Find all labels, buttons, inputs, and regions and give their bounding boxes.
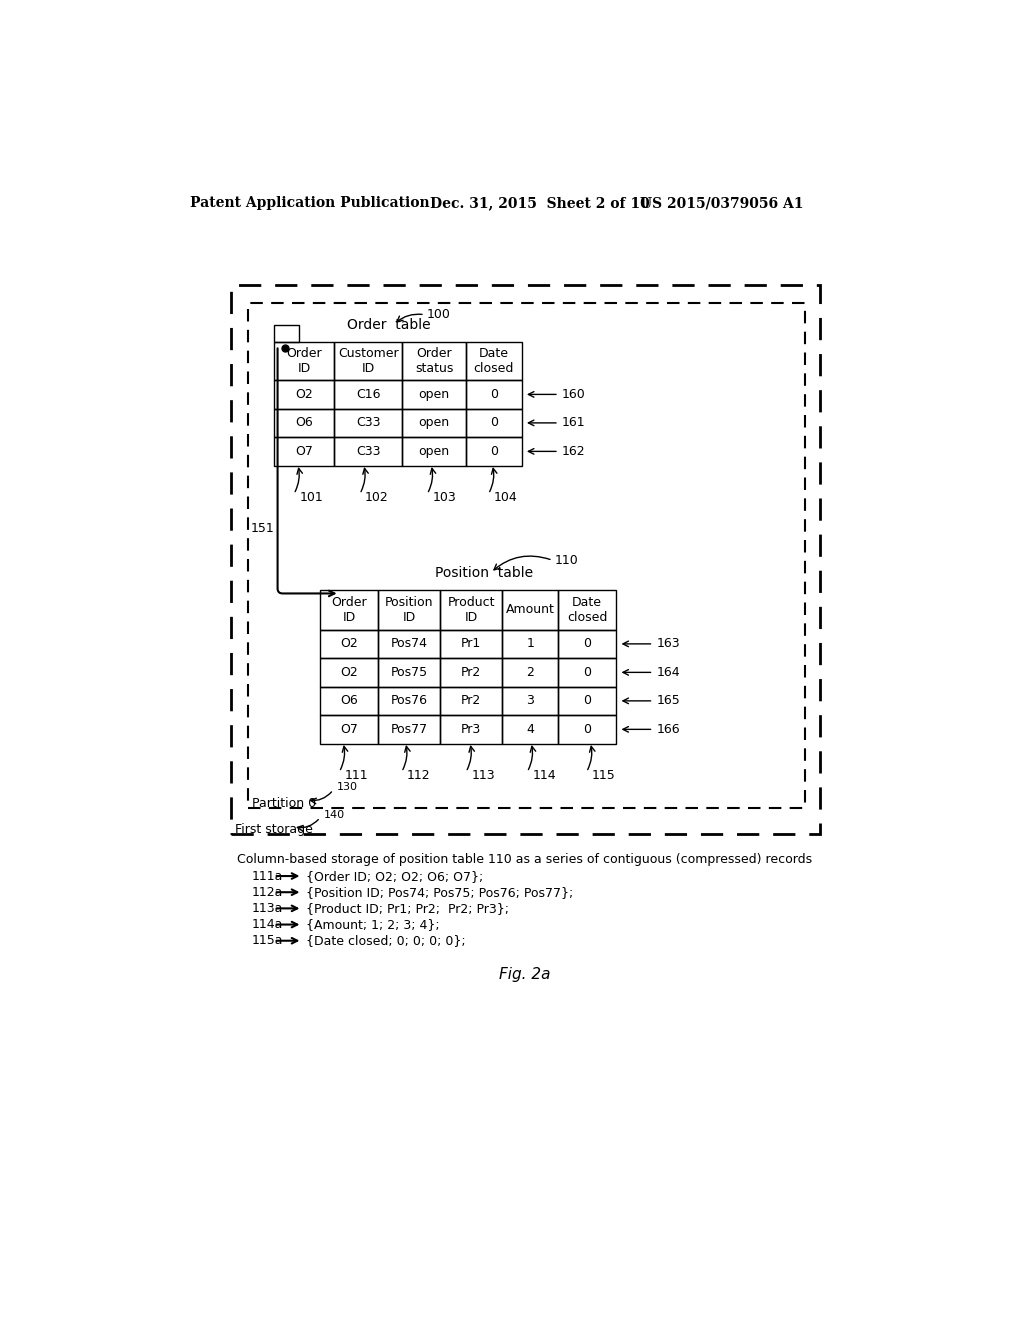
Text: 162: 162 — [562, 445, 586, 458]
Text: 161: 161 — [562, 416, 586, 429]
Text: 166: 166 — [656, 723, 680, 735]
Text: Fig. 2a: Fig. 2a — [499, 968, 551, 982]
Text: 111a: 111a — [252, 870, 284, 883]
Text: Dec. 31, 2015  Sheet 2 of 10: Dec. 31, 2015 Sheet 2 of 10 — [430, 197, 650, 210]
Text: Column-based storage of position table 110 as a series of contiguous (compressed: Column-based storage of position table 1… — [238, 853, 812, 866]
Text: Order
ID: Order ID — [332, 595, 367, 623]
Text: Position  table: Position table — [435, 566, 534, 579]
Text: 4: 4 — [526, 723, 535, 735]
Text: 1: 1 — [526, 638, 535, 651]
Text: 114a: 114a — [252, 917, 284, 931]
Text: 2: 2 — [526, 665, 535, 678]
Text: {Product ID; Pr1; Pr2;  Pr2; Pr3};: {Product ID; Pr1; Pr2; Pr2; Pr3}; — [306, 902, 509, 915]
Text: O2: O2 — [295, 388, 312, 401]
Text: 163: 163 — [656, 638, 680, 651]
Text: 3: 3 — [526, 694, 535, 708]
Text: Date
closed: Date closed — [474, 347, 514, 375]
Text: open: open — [419, 445, 450, 458]
Text: O2: O2 — [340, 665, 358, 678]
Text: 110: 110 — [555, 554, 579, 566]
Text: Position
ID: Position ID — [385, 595, 433, 623]
Text: 114: 114 — [532, 770, 556, 783]
Text: Order
status: Order status — [415, 347, 454, 375]
Text: Order  table: Order table — [347, 318, 431, 331]
Text: 0: 0 — [489, 445, 498, 458]
Text: Pos75: Pos75 — [391, 665, 428, 678]
Text: 113: 113 — [471, 770, 495, 783]
Text: 0: 0 — [584, 638, 591, 651]
Text: 164: 164 — [656, 665, 680, 678]
Text: First storage: First storage — [234, 824, 312, 837]
Text: 151: 151 — [251, 521, 274, 535]
Text: C16: C16 — [356, 388, 381, 401]
Text: open: open — [419, 416, 450, 429]
Text: O2: O2 — [340, 638, 358, 651]
Text: 101: 101 — [299, 491, 323, 504]
Text: O6: O6 — [340, 694, 358, 708]
Text: Pr2: Pr2 — [461, 665, 481, 678]
Text: Order
ID: Order ID — [286, 347, 322, 375]
Text: 165: 165 — [656, 694, 680, 708]
Text: open: open — [419, 388, 450, 401]
Text: O7: O7 — [340, 723, 358, 735]
Text: Pos74: Pos74 — [391, 638, 428, 651]
Text: 112a: 112a — [252, 886, 284, 899]
Text: 115: 115 — [592, 770, 615, 783]
Text: 0: 0 — [584, 665, 591, 678]
Text: 140: 140 — [324, 810, 345, 820]
Text: Pr2: Pr2 — [461, 694, 481, 708]
Text: 130: 130 — [337, 783, 358, 792]
Text: 112: 112 — [407, 770, 431, 783]
Text: 0: 0 — [489, 388, 498, 401]
Text: {Date closed; 0; 0; 0; 0};: {Date closed; 0; 0; 0; 0}; — [306, 935, 466, 948]
Text: 113a: 113a — [252, 902, 284, 915]
Text: Customer
ID: Customer ID — [338, 347, 398, 375]
Text: Partition 0: Partition 0 — [252, 797, 316, 810]
Text: 115a: 115a — [252, 935, 284, 948]
Text: O7: O7 — [295, 445, 313, 458]
Text: 111: 111 — [345, 770, 369, 783]
Text: Pr1: Pr1 — [461, 638, 481, 651]
Text: 160: 160 — [562, 388, 586, 401]
Text: C33: C33 — [356, 416, 381, 429]
Text: Pr3: Pr3 — [461, 723, 481, 735]
Text: Patent Application Publication: Patent Application Publication — [190, 197, 430, 210]
Text: 0: 0 — [584, 694, 591, 708]
Text: 103: 103 — [432, 491, 457, 504]
Text: {Order ID; O2; O2; O6; O7};: {Order ID; O2; O2; O6; O7}; — [306, 870, 483, 883]
Text: 102: 102 — [366, 491, 389, 504]
Text: Pos77: Pos77 — [391, 723, 428, 735]
Text: Product
ID: Product ID — [447, 595, 495, 623]
Text: US 2015/0379056 A1: US 2015/0379056 A1 — [640, 197, 803, 210]
Text: 0: 0 — [489, 416, 498, 429]
Text: C33: C33 — [356, 445, 381, 458]
Text: 0: 0 — [584, 723, 591, 735]
Text: {Position ID; Pos74; Pos75; Pos76; Pos77};: {Position ID; Pos74; Pos75; Pos76; Pos77… — [306, 886, 573, 899]
Text: O6: O6 — [295, 416, 312, 429]
Text: Pos76: Pos76 — [391, 694, 428, 708]
Text: Date
closed: Date closed — [567, 595, 607, 623]
Text: Amount: Amount — [506, 603, 555, 616]
Text: 100: 100 — [427, 308, 451, 321]
Text: {Amount; 1; 2; 3; 4};: {Amount; 1; 2; 3; 4}; — [306, 917, 440, 931]
Text: 104: 104 — [494, 491, 517, 504]
